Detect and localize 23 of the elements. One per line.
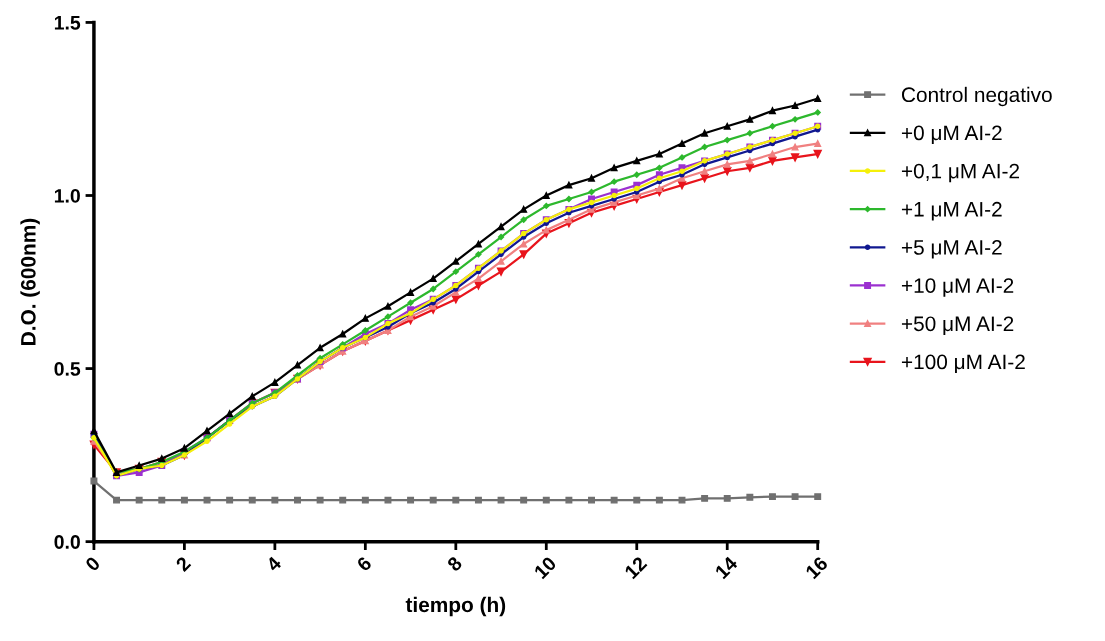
y-tick-label: 0.5 xyxy=(54,362,81,376)
x-tick-label: 2 xyxy=(175,555,192,572)
legend-label: +10 μM AI-2 xyxy=(901,278,1014,297)
x-tick-label: 6 xyxy=(355,555,373,573)
x-tick-label: 10 xyxy=(533,555,558,580)
x-tick-label: 12 xyxy=(623,555,648,580)
x-axis-title: tiempo (h) xyxy=(405,596,506,617)
x-tick-label: 4 xyxy=(265,555,283,573)
legend-label: +1 μM AI-2 xyxy=(901,201,1002,221)
legend-label: +100 μM AI-2 xyxy=(901,354,1025,374)
legend-label: +0,1 μM AI-2 xyxy=(901,163,1019,183)
legend-label: +5 μM AI-2 xyxy=(901,240,1002,259)
x-tick-label: 0 xyxy=(84,555,101,573)
legend-label: +0 μM AI-2 xyxy=(901,125,1002,145)
y-tick-label: 1.5 xyxy=(54,16,81,30)
y-axis-title: D.O. (600nm) xyxy=(20,218,40,345)
x-tick-label: 14 xyxy=(714,555,739,580)
legend-label: +50 μM AI-2 xyxy=(901,316,1014,335)
x-tick-label: 16 xyxy=(804,555,829,580)
x-tick-label: 8 xyxy=(446,555,463,573)
y-tick-label: 0.0 xyxy=(54,535,80,549)
y-tick-label: 1.0 xyxy=(54,188,80,203)
legend-label: Control negativo xyxy=(901,86,1052,107)
